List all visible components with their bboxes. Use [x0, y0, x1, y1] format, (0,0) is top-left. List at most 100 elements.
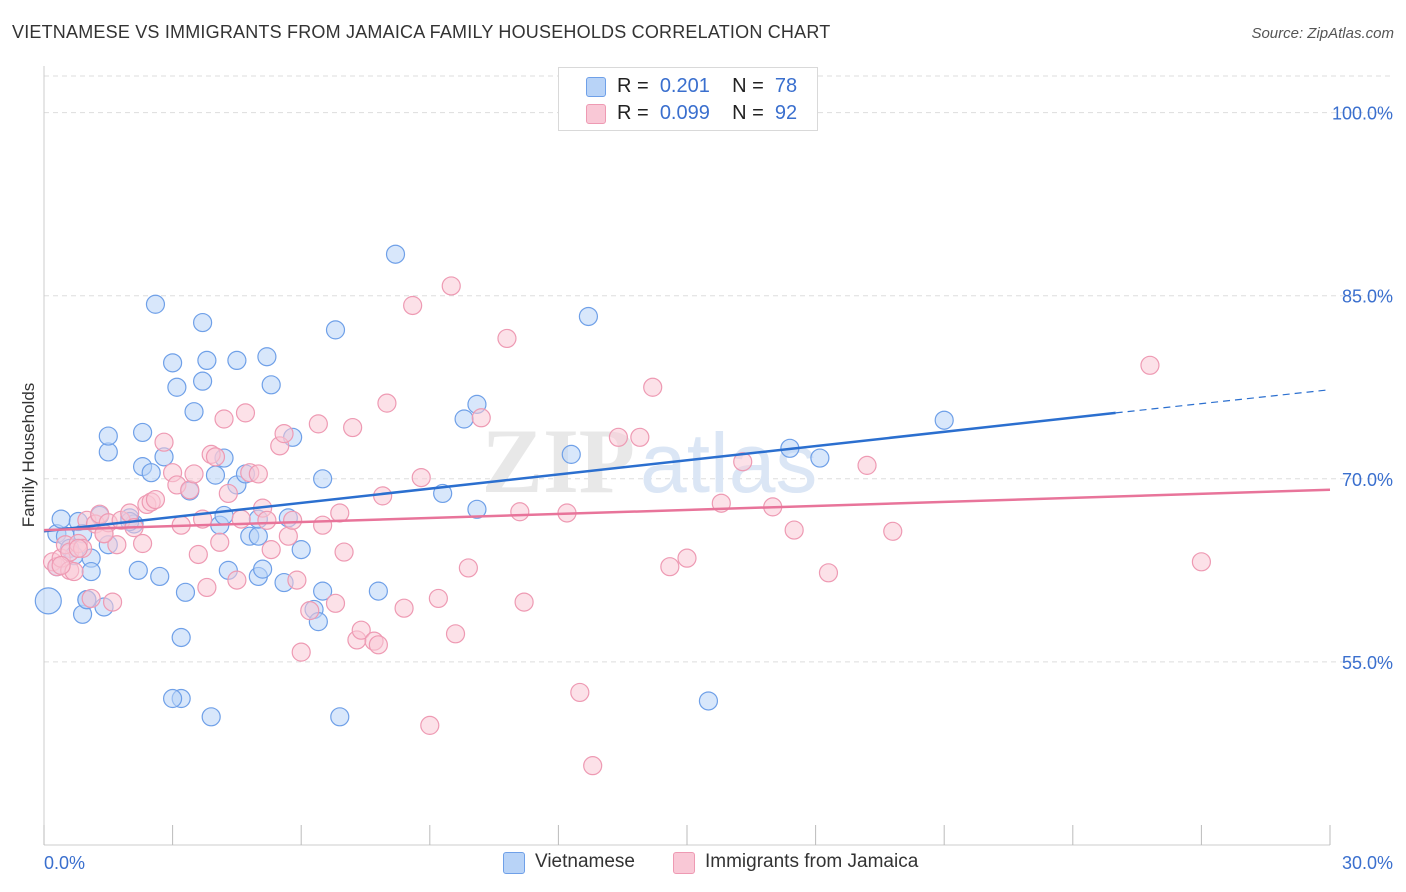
jamaica-point [883, 521, 903, 541]
y-tick-label: 70.0% [1342, 470, 1393, 490]
vietnamese-point [167, 377, 187, 397]
vietnamese-point [205, 465, 226, 485]
vietnamese-point [698, 691, 719, 711]
vietnamese-point [385, 244, 406, 264]
jamaica-point [184, 464, 204, 484]
jamaica-point [257, 510, 277, 530]
jamaica-point [197, 577, 217, 598]
jamaica-point [227, 570, 247, 590]
jamaica-point [154, 432, 174, 452]
jamaica-point [458, 558, 478, 578]
y-tick-label: 100.0% [1332, 104, 1393, 124]
jamaica-point [51, 555, 71, 576]
legend-text: R = 0.099 N = 92 [617, 102, 798, 124]
vietnamese-point [193, 371, 213, 391]
jamaica-trend-line [43, 488, 1331, 532]
legend-text: R = 0.201 N = 78 [617, 75, 798, 97]
vietnamese-point [193, 312, 213, 333]
vietnamese-point [34, 587, 62, 615]
vietnamese-point [184, 402, 204, 422]
bottom-legend-label: Vietnamese [535, 851, 635, 872]
vietnamese-point [934, 410, 954, 430]
vietnamese-point [313, 469, 333, 489]
vietnamese-point [261, 375, 281, 395]
vietnamese-point [81, 561, 101, 582]
jamaica-point [107, 535, 127, 555]
jamaica-point [608, 427, 629, 447]
jamaica-point [248, 464, 268, 484]
legend-swatch-jamaica [586, 104, 606, 124]
jamaica-point [497, 328, 517, 349]
vietnamese-point [368, 581, 388, 601]
vietnamese-point [145, 294, 166, 314]
axes [43, 66, 1331, 846]
grid-lines [44, 75, 1394, 663]
chart-title: VIETNAMESE VS IMMIGRANTS FROM JAMAICA FA… [12, 22, 831, 42]
vietnamese-point [257, 347, 277, 367]
vietnamese-point [291, 540, 311, 560]
jamaica-point [583, 756, 603, 776]
jamaica-point [287, 570, 307, 590]
vietnamese-point [171, 627, 191, 648]
vietnamese-trend-line [43, 411, 1116, 533]
tick-labels: 55.0% 70.0% 85.0% 100.0% 0.0% 30.0% [44, 104, 1393, 873]
jamaica-point [510, 502, 530, 522]
vietnamese-point [227, 350, 247, 371]
jamaica-point [283, 510, 303, 530]
jamaica-point [445, 624, 466, 644]
jamaica-point [180, 480, 200, 500]
jamaica-point [368, 635, 388, 655]
jamaica-point [677, 548, 697, 568]
jamaica-point [420, 715, 440, 735]
jamaica-point [1191, 552, 1212, 572]
vietnamese-point [98, 426, 118, 446]
legend-n-value: 78 [774, 75, 798, 97]
jamaica-point [188, 544, 208, 565]
jamaica-point [291, 642, 311, 662]
jamaica-point [630, 427, 650, 447]
jamaica-point [308, 414, 328, 434]
jamaica-point [102, 592, 123, 612]
watermark: ZIP atlas [482, 410, 818, 512]
vietnamese-point [51, 509, 71, 529]
jamaica-point [373, 486, 393, 506]
jamaica-point [274, 424, 294, 444]
jamaica-point [278, 526, 298, 546]
jamaica-point [784, 520, 804, 540]
jamaica-point [132, 533, 153, 554]
jamaica-point [145, 489, 166, 510]
vietnamese-point [163, 353, 183, 373]
jamaica-point [733, 452, 753, 472]
jamaica-point [205, 447, 226, 467]
jamaica-point [313, 515, 333, 535]
legend-r-value: 0.201 [659, 75, 710, 97]
jamaica-point [325, 593, 346, 613]
vietnamese-point [578, 306, 599, 327]
jamaica-point [334, 542, 354, 562]
legend-n-value: 92 [774, 102, 798, 124]
jamaica-point [411, 467, 431, 488]
jamaica-point [818, 563, 839, 583]
y-tick-label: 85.0% [1342, 287, 1393, 307]
jamaica-point [471, 408, 491, 428]
jamaica-point [68, 538, 88, 558]
vietnamese-point [330, 707, 350, 727]
jamaica-point [403, 295, 423, 316]
data-points [34, 244, 1212, 776]
jamaica-point [441, 276, 461, 296]
jamaica-point [231, 509, 251, 529]
vietnamese-point [454, 409, 474, 429]
vietnamese-point [175, 582, 196, 602]
vietnamese-point [561, 444, 581, 464]
y-tick-label: 55.0% [1342, 653, 1393, 673]
jamaica-point [377, 393, 397, 413]
vietnamese-point [214, 505, 234, 526]
jamaica-point [81, 588, 101, 609]
vietnamese-point [253, 559, 273, 579]
vietnamese-point [248, 526, 268, 546]
x-tick-label: 0.0% [44, 853, 85, 873]
jamaica-point [343, 417, 363, 438]
legend-swatch-vietnamese [586, 77, 606, 97]
vietnamese-point [128, 560, 148, 580]
